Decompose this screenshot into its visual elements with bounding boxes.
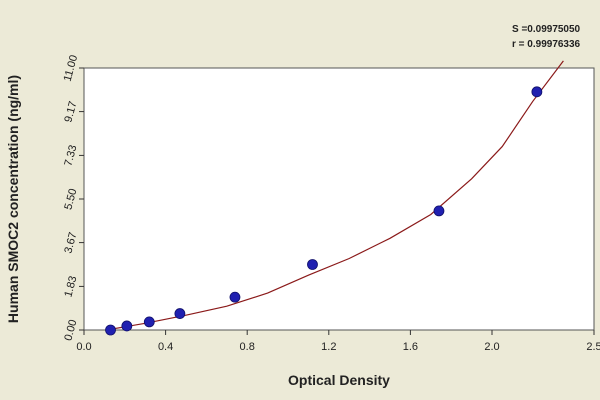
- x-tick-label: 1.6: [403, 341, 418, 353]
- data-point: [121, 320, 133, 332]
- data-point: [229, 291, 241, 303]
- y-axis-ticks: 0.00 1.83 3.67 5.50 7.33 9.17 11.00: [62, 54, 84, 342]
- s-stat: S =0.09975050: [512, 24, 581, 35]
- data-point: [105, 324, 116, 336]
- y-tick-label: 1.83: [62, 275, 79, 299]
- x-tick-label: 1.2: [321, 341, 336, 353]
- y-tick-label: 11.00: [62, 54, 81, 83]
- r-stat: r = 0.99976336: [512, 39, 581, 50]
- x-tick-label: 2.5: [586, 341, 600, 353]
- data-point: [531, 86, 543, 98]
- x-tick-label: 0.4: [158, 341, 173, 353]
- data-point: [433, 205, 445, 217]
- x-axis-title: Optical Density: [288, 372, 390, 388]
- x-tick-label: 2.0: [484, 341, 499, 353]
- x-tick-label: 0.0: [76, 341, 91, 353]
- y-tick-label: 9.17: [62, 100, 79, 124]
- data-points: [105, 86, 543, 336]
- fit-curve: [110, 60, 564, 330]
- y-tick-label: 5.50: [62, 187, 79, 211]
- plot-area: [83, 67, 595, 331]
- x-tick-label: 0.8: [240, 341, 255, 353]
- y-axis-title: Human SMOC2 concentration (ng/ml): [5, 75, 21, 323]
- y-tick-label: 0.00: [62, 318, 79, 342]
- x-axis-ticks: 0.0 0.4 0.8 1.2 1.6 2.0 2.5: [76, 330, 600, 353]
- data-point: [174, 308, 186, 319]
- data-point: [307, 259, 318, 270]
- y-tick-label: 7.33: [62, 144, 79, 168]
- data-point: [143, 316, 155, 328]
- y-tick-label: 3.67: [62, 231, 79, 255]
